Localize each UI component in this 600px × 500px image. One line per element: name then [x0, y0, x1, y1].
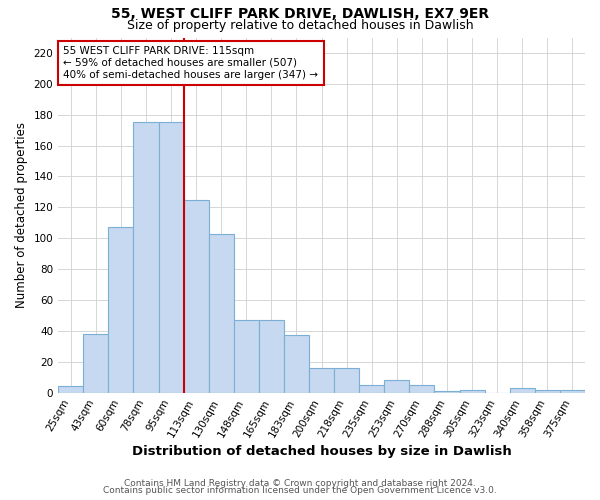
Bar — [460, 390, 485, 392]
Bar — [133, 122, 158, 392]
Text: 55 WEST CLIFF PARK DRIVE: 115sqm
← 59% of detached houses are smaller (507)
40% : 55 WEST CLIFF PARK DRIVE: 115sqm ← 59% o… — [64, 46, 319, 80]
Bar — [510, 388, 535, 392]
Bar — [334, 368, 359, 392]
Text: Size of property relative to detached houses in Dawlish: Size of property relative to detached ho… — [127, 18, 473, 32]
Text: 55, WEST CLIFF PARK DRIVE, DAWLISH, EX7 9ER: 55, WEST CLIFF PARK DRIVE, DAWLISH, EX7 … — [111, 8, 489, 22]
Bar — [184, 200, 209, 392]
Text: Contains public sector information licensed under the Open Government Licence v3: Contains public sector information licen… — [103, 486, 497, 495]
X-axis label: Distribution of detached houses by size in Dawlish: Distribution of detached houses by size … — [132, 444, 511, 458]
Bar — [209, 234, 234, 392]
Bar — [259, 320, 284, 392]
Bar — [309, 368, 334, 392]
Bar — [359, 385, 385, 392]
Bar — [535, 390, 560, 392]
Bar — [385, 380, 409, 392]
Bar — [409, 385, 434, 392]
Bar — [83, 334, 109, 392]
Bar — [560, 390, 585, 392]
Y-axis label: Number of detached properties: Number of detached properties — [15, 122, 28, 308]
Bar — [58, 386, 83, 392]
Bar — [434, 391, 460, 392]
Bar — [284, 336, 309, 392]
Bar — [158, 122, 184, 392]
Bar — [109, 228, 133, 392]
Bar — [234, 320, 259, 392]
Text: Contains HM Land Registry data © Crown copyright and database right 2024.: Contains HM Land Registry data © Crown c… — [124, 478, 476, 488]
